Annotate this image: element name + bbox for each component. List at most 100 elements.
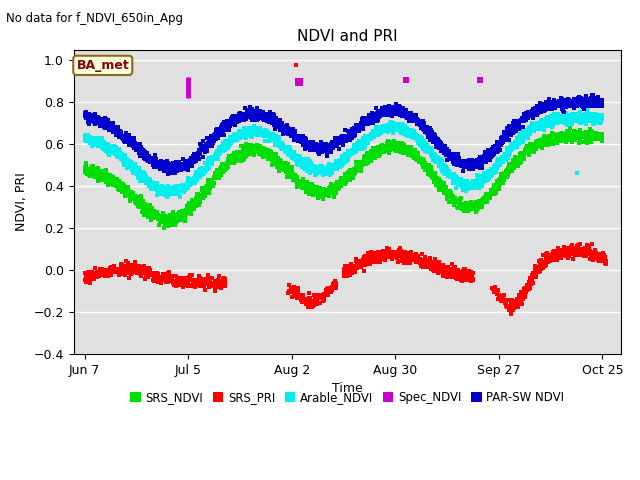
Point — [577, 247, 587, 254]
Point — [490, 161, 500, 169]
Point — [242, 108, 252, 116]
Point — [576, 112, 586, 120]
Point — [324, 144, 334, 151]
Point — [456, 175, 466, 183]
Point — [82, 166, 92, 174]
Point — [381, 143, 391, 151]
Point — [589, 99, 600, 107]
Point — [272, 119, 282, 127]
Point — [138, 172, 148, 180]
Point — [563, 132, 573, 139]
Point — [134, 150, 145, 157]
Point — [464, 206, 474, 214]
Point — [147, 155, 157, 162]
Point — [296, 158, 307, 166]
Point — [162, 276, 172, 284]
Point — [498, 295, 508, 302]
Point — [388, 120, 399, 127]
Point — [123, 137, 133, 144]
Point — [143, 271, 153, 278]
Point — [393, 258, 403, 266]
Point — [399, 107, 410, 115]
Point — [502, 134, 512, 142]
Point — [105, 149, 115, 156]
Point — [194, 194, 204, 202]
Point — [413, 139, 424, 146]
Point — [104, 177, 114, 184]
Point — [378, 104, 388, 112]
Point — [83, 137, 93, 144]
Point — [109, 126, 120, 134]
Point — [119, 132, 129, 139]
Point — [412, 133, 422, 141]
Point — [140, 204, 150, 211]
Point — [230, 120, 240, 128]
Point — [401, 253, 411, 261]
Point — [224, 120, 234, 128]
Point — [139, 265, 149, 273]
Point — [244, 124, 254, 132]
Point — [296, 133, 306, 141]
Point — [453, 157, 463, 165]
Point — [328, 188, 338, 196]
Point — [179, 207, 189, 215]
Point — [502, 303, 512, 311]
Point — [123, 164, 133, 171]
Point — [106, 180, 116, 188]
Point — [376, 129, 387, 136]
Point — [479, 177, 489, 184]
Point — [335, 176, 346, 184]
Point — [297, 163, 307, 170]
Point — [255, 110, 265, 118]
Point — [323, 144, 333, 152]
Point — [544, 140, 554, 148]
Point — [173, 277, 184, 285]
Point — [471, 178, 481, 186]
Point — [524, 147, 534, 155]
Point — [254, 131, 264, 139]
Point — [371, 252, 381, 260]
Point — [351, 258, 361, 265]
Point — [366, 131, 376, 139]
Point — [578, 131, 588, 138]
Point — [240, 153, 250, 161]
Point — [289, 288, 299, 296]
Point — [284, 288, 294, 295]
Point — [558, 246, 568, 253]
Point — [410, 113, 420, 120]
Point — [511, 127, 521, 134]
Point — [369, 152, 379, 159]
Point — [177, 183, 187, 191]
Point — [368, 251, 378, 258]
Point — [553, 114, 563, 121]
Point — [98, 271, 108, 278]
Point — [351, 147, 361, 155]
Point — [324, 187, 334, 195]
Point — [427, 261, 437, 269]
Point — [102, 140, 112, 147]
Point — [178, 186, 188, 194]
Point — [170, 215, 180, 223]
Point — [314, 294, 324, 302]
Point — [396, 129, 406, 137]
Point — [516, 132, 526, 139]
Point — [527, 120, 538, 127]
Point — [492, 148, 502, 156]
Point — [195, 174, 205, 181]
Point — [477, 196, 487, 204]
Point — [97, 141, 107, 149]
Point — [548, 116, 558, 124]
Point — [198, 190, 208, 198]
Point — [91, 137, 101, 144]
Point — [350, 166, 360, 174]
Point — [167, 214, 177, 221]
Point — [209, 179, 219, 187]
Point — [394, 126, 404, 133]
Point — [350, 126, 360, 134]
Point — [205, 179, 216, 186]
Point — [265, 132, 275, 139]
Point — [186, 155, 196, 162]
Point — [368, 120, 378, 127]
Point — [376, 124, 386, 132]
Point — [380, 104, 390, 111]
